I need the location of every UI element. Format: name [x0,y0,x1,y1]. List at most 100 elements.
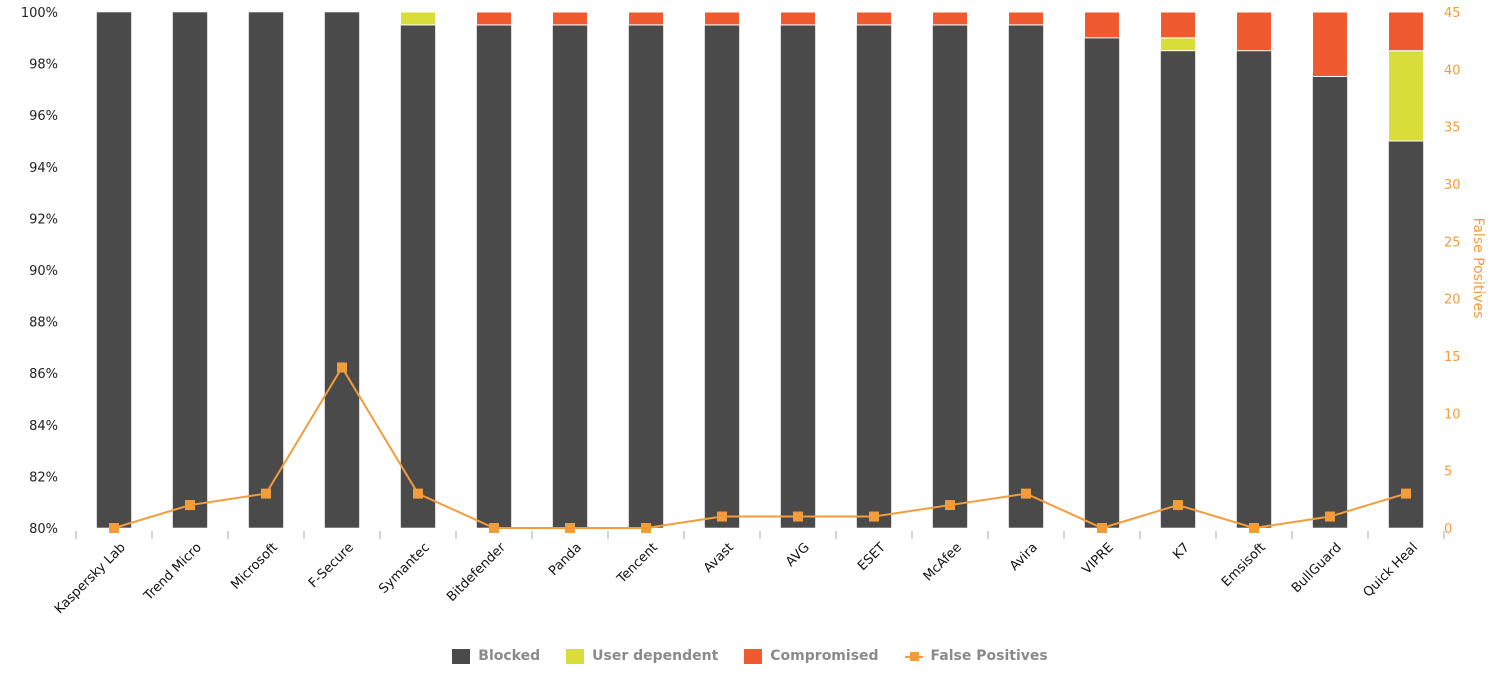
bar-segment-blocked[interactable] [628,24,664,529]
bar-segment-compromised[interactable] [1160,11,1196,39]
bar-group[interactable] [476,11,512,529]
legend-item-blocked[interactable]: Blocked [452,648,540,664]
bar-segment-compromised[interactable] [932,11,968,26]
bar-segment-blocked[interactable] [400,24,436,529]
false-positive-marker[interactable] [869,511,879,522]
bar-group[interactable] [400,11,436,529]
false-positive-marker[interactable] [1325,511,1335,522]
false-positive-marker[interactable] [1249,523,1259,533]
x-tick-label: Microsoft [228,540,280,592]
bar-segment-blocked[interactable] [552,24,588,529]
false-positive-marker[interactable] [565,523,575,533]
y-tick-label: 88% [29,316,58,331]
bar-group[interactable] [704,11,740,529]
y-tick-label: 80% [29,522,58,537]
bar-group[interactable] [856,11,892,529]
false-positive-marker[interactable] [185,500,195,511]
user-dependent-swatch-icon [566,648,585,664]
bar-group[interactable] [780,11,816,529]
bar-segment-blocked[interactable] [704,24,740,529]
bar-segment-blocked[interactable] [172,11,208,529]
bar-segment-compromised[interactable] [1236,11,1272,52]
bar-segment-blocked[interactable] [1388,140,1424,529]
false-positive-marker[interactable] [1097,523,1107,533]
bar-group[interactable] [1008,11,1044,529]
false-positive-marker[interactable] [945,500,955,511]
bar-segment-blocked[interactable] [856,24,892,529]
bar-segment-blocked[interactable] [1084,37,1120,529]
legend-item-user-dependent[interactable]: User dependent [566,648,718,664]
false-positive-marker[interactable] [793,511,803,522]
x-tick-label: Symantec [376,540,433,597]
legend-label: Blocked [478,648,541,664]
right-y-tick-label: 45 [1444,6,1461,21]
x-tick-label: McAfee [921,540,965,584]
bar-segment-blocked[interactable] [96,11,132,529]
legend-label: False Positives [930,648,1048,664]
bar-group[interactable] [324,11,360,529]
bar-group[interactable] [172,11,208,529]
bar-segment-blocked[interactable] [932,24,968,529]
y-tick-label: 92% [29,212,58,227]
bar-segment-blocked[interactable] [1160,50,1196,529]
false-positive-marker[interactable] [261,488,271,499]
bar-segment-compromised[interactable] [476,11,512,26]
stacked-bar-line-chart: 80% 82% 84% 86% 88% 90% 92% 94% 96% 98% 100% 0 5 10 1… [21,6,1486,617]
false-positive-marker[interactable] [1173,500,1183,511]
y-tick-label: 84% [29,419,58,434]
x-tick-label: Quick Heal [1361,540,1421,600]
bar-group[interactable] [1236,11,1272,529]
bar-group[interactable] [1160,11,1196,529]
compromised-swatch-icon [744,648,763,664]
right-y-tick-label: 35 [1444,121,1461,136]
false-positive-marker[interactable] [109,523,119,533]
bar-segment-compromised[interactable] [780,11,816,26]
bar-segment-blocked[interactable] [324,11,360,529]
right-y-axis: 0 5 10 15 20 25 30 35 40 45 [1444,6,1461,537]
bar-series [96,11,1424,529]
bar-segment-compromised[interactable] [628,11,664,26]
y-tick-label: 90% [29,264,58,279]
y-tick-label: 82% [29,470,58,485]
bar-segment-blocked[interactable] [1312,76,1348,529]
legend-item-compromised[interactable]: Compromised [744,648,879,664]
x-tick-label: Emsisoft [1219,540,1269,590]
bar-group[interactable] [1084,11,1120,529]
bar-segment-compromised[interactable] [1388,11,1424,52]
bar-group[interactable] [1388,11,1424,529]
false-positive-marker[interactable] [641,523,651,533]
bar-segment-blocked[interactable] [248,11,284,529]
bar-segment-blocked[interactable] [1236,50,1272,529]
x-tick-label: AVG [783,540,813,570]
bar-segment-user-dependent[interactable] [400,11,436,26]
false-positive-marker[interactable] [717,511,727,522]
bar-group[interactable] [96,11,132,529]
bar-group[interactable] [1312,11,1348,529]
bar-group[interactable] [628,11,664,529]
false-positive-marker[interactable] [489,523,499,533]
bar-segment-compromised[interactable] [856,11,892,26]
bar-segment-blocked[interactable] [1008,24,1044,529]
bar-segment-compromised[interactable] [704,11,740,26]
false-positive-marker[interactable] [337,362,347,373]
x-axis: Kaspersky Lab Trend Micro Microsoft F-Secur… [52,531,1445,617]
bar-segment-compromised[interactable] [552,11,588,26]
false-positive-marker[interactable] [413,488,423,499]
false-positive-marker[interactable] [1021,488,1031,499]
right-y-tick-label: 15 [1444,350,1461,365]
legend-label: User dependent [592,648,719,664]
bar-segment-compromised[interactable] [1084,11,1120,39]
bar-segment-blocked[interactable] [476,24,512,529]
bar-segment-user-dependent[interactable] [1160,37,1196,52]
legend: Blocked User dependent Compromised False… [0,648,1500,664]
false-positive-marker[interactable] [1401,488,1411,499]
x-tick-label: ESET [855,540,889,574]
bar-group[interactable] [932,11,968,529]
bar-group[interactable] [248,11,284,529]
legend-item-false-positives[interactable]: False Positives [904,648,1048,664]
bar-segment-user-dependent[interactable] [1388,50,1424,142]
bar-group[interactable] [552,11,588,529]
bar-segment-compromised[interactable] [1312,11,1348,77]
bar-segment-blocked[interactable] [780,24,816,529]
bar-segment-compromised[interactable] [1008,11,1044,26]
